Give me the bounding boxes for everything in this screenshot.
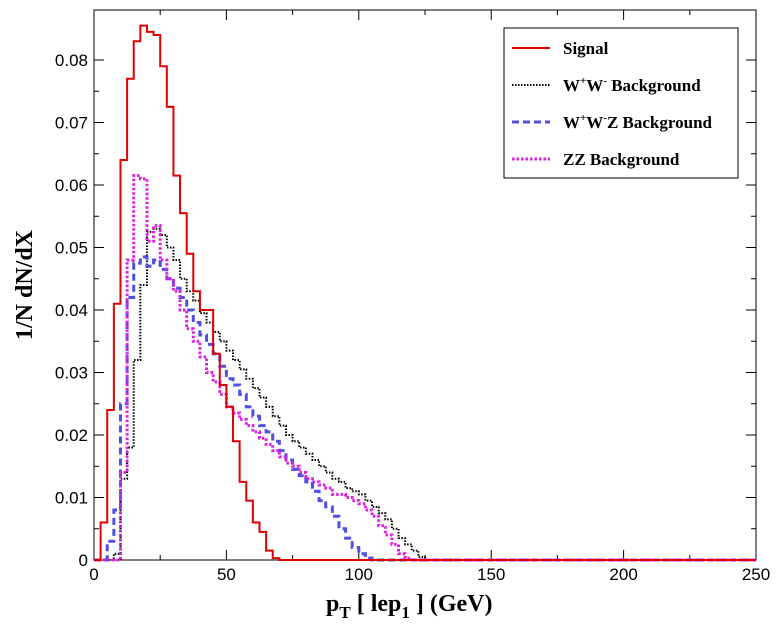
legend-box	[503, 27, 739, 179]
legend-label-signal: Signal	[563, 39, 609, 58]
x-tick-label: 250	[742, 565, 770, 584]
series-signal	[94, 24, 756, 561]
series-zz-background	[94, 174, 756, 562]
y-tick-label: 0.07	[55, 114, 88, 133]
legend-label-zz: ZZ Background	[563, 150, 680, 169]
y-tick-label: 0.04	[55, 301, 88, 320]
y-tick-label: 0.02	[55, 426, 88, 445]
legend-label-ww: W+W- Background	[563, 75, 701, 95]
legend: Signal W+W- Background W+W-Z Background …	[503, 27, 739, 179]
y-tick-label: 0.01	[55, 489, 88, 508]
series-w-w-z-background	[94, 255, 756, 562]
y-axis-label: 1/N dN/dX	[12, 229, 38, 340]
x-tick-label: 50	[217, 565, 236, 584]
x-axis-label: pT [ lep1 ] (GeV)	[326, 591, 493, 622]
x-axis-ticks: 0 50 100 150 200 250	[89, 10, 770, 584]
y-tick-label: 0.08	[55, 51, 88, 70]
y-tick-label: 0.06	[55, 176, 88, 195]
y-axis-ticks: 0 0.01 0.02 0.03 0.04 0.05 0.06 0.07 0.08	[55, 51, 756, 570]
x-tick-label: 200	[609, 565, 637, 584]
series-group	[94, 24, 756, 562]
series-w-w-background	[94, 227, 756, 561]
x-tick-label: 100	[345, 565, 373, 584]
y-tick-label: 0.03	[55, 364, 88, 383]
legend-label-wwz: W+W-Z Background	[563, 112, 713, 132]
x-tick-label: 0	[89, 565, 98, 584]
y-tick-label: 0	[79, 551, 88, 570]
y-tick-label: 0.05	[55, 239, 88, 258]
x-tick-label: 150	[477, 565, 505, 584]
